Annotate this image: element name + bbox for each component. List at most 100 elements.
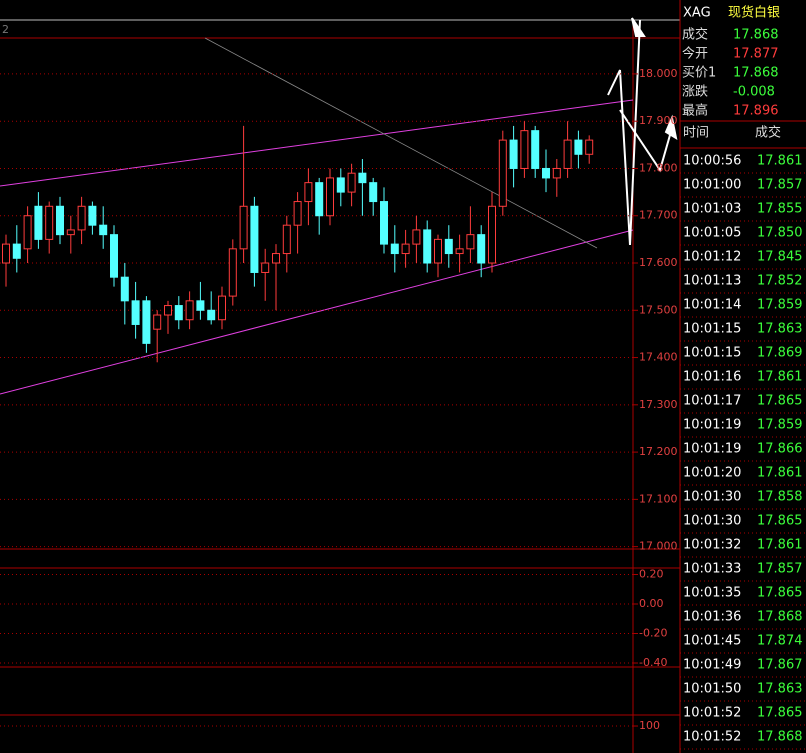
candle-body: [401, 243, 410, 255]
tick-time: 10:01:32: [683, 538, 741, 553]
tick-price: 17.852: [757, 274, 803, 289]
tick-time: 10:01:16: [683, 370, 741, 385]
candle-body: [315, 182, 324, 217]
candle-body: [466, 234, 475, 250]
candle-body: [34, 205, 43, 240]
tick-price: 17.861: [757, 466, 803, 481]
candle-body: [120, 276, 129, 302]
tick-price: 17.850: [757, 226, 803, 241]
tick-time: 10:01:49: [683, 658, 741, 673]
tick-price: 17.869: [757, 346, 803, 361]
tick-price: 17.874: [757, 634, 803, 649]
candle-body: [282, 224, 291, 255]
tick-time: 10:01:03: [683, 202, 741, 217]
candle-body: [531, 130, 540, 169]
candle-body: [77, 205, 86, 231]
tick-price: 17.857: [757, 178, 803, 193]
tick-price: 17.861: [757, 538, 803, 553]
tick-time: 10:01:36: [683, 610, 741, 625]
tick-price: 17.865: [757, 514, 803, 529]
tick-price: 17.868: [757, 730, 803, 745]
candle-body: [336, 177, 345, 193]
candle-body: [423, 229, 432, 264]
tick-time: 10:01:30: [683, 514, 741, 529]
candle-body: [488, 205, 496, 264]
candle-body: [99, 224, 108, 236]
candle-body: [261, 262, 270, 273]
tick-time: 10:01:15: [683, 346, 741, 361]
y-tick-label: 100: [639, 719, 660, 732]
tick-time: 10:01:45: [683, 634, 741, 649]
candle-body: [574, 139, 583, 155]
tick-time: 10:00:56: [683, 154, 741, 169]
tick-time: 10:01:30: [683, 490, 741, 505]
candle-body: [520, 130, 529, 169]
quote-value: 17.868: [733, 28, 779, 43]
tick-price: 17.866: [757, 442, 803, 457]
candle-body: [207, 309, 216, 321]
tick-price: 17.859: [757, 418, 803, 433]
candle-body: [552, 167, 561, 179]
quote-label: 成交: [682, 27, 708, 43]
y-tick-label: 17.200: [639, 445, 678, 458]
y-tick-label: 17.300: [639, 398, 678, 411]
tick-time: 10:01:50: [683, 682, 741, 697]
y-tick-label: -0.40: [639, 656, 667, 669]
candle-body: [110, 234, 118, 278]
y-tick-label: 17.800: [639, 161, 678, 174]
candle-body: [218, 295, 226, 321]
candle-body: [369, 182, 378, 203]
candle-body: [498, 139, 507, 207]
annotation-arrows: [607, 17, 678, 246]
candle-body: [585, 139, 594, 155]
tick-price: 17.868: [757, 610, 803, 625]
quote-label: 今开: [682, 46, 708, 62]
candle-body: [326, 177, 334, 217]
candle-body: [185, 300, 194, 321]
tick-time: 10:01:52: [683, 730, 741, 745]
candle-body: [131, 300, 140, 325]
table-header: 成交: [755, 125, 781, 141]
quote-label: 涨跌: [682, 84, 708, 100]
candle-body: [477, 234, 486, 264]
symbol: XAG: [683, 6, 711, 21]
candle-body: [12, 243, 21, 259]
candle-body: [250, 205, 259, 273]
candle-body: [434, 238, 442, 264]
tick-price: 17.861: [757, 154, 803, 169]
quote-label: 最高: [682, 103, 708, 119]
quote-label: 买价1: [682, 66, 716, 81]
candle-body: [304, 182, 313, 203]
channel-line: [0, 229, 634, 395]
tick-price: 17.865: [757, 394, 803, 409]
candle-body: [66, 229, 75, 236]
instrument-name: 现货白银: [728, 5, 780, 21]
candle-body: [347, 172, 356, 193]
candle-body: [563, 139, 572, 169]
tick-price: 17.865: [757, 586, 803, 601]
candle-body: [2, 243, 10, 264]
tick-price: 17.861: [757, 370, 803, 385]
candle-body: [228, 248, 237, 297]
tick-time: 10:01:17: [683, 394, 741, 409]
quote-value: -0.008: [733, 85, 775, 100]
tick-time: 10:01:20: [683, 466, 741, 481]
y-tick-label: 17.100: [639, 492, 678, 505]
tick-time: 10:01:00: [683, 178, 741, 193]
y-tick-label: 17.900: [639, 114, 678, 127]
tick-price: 17.845: [757, 250, 803, 265]
tick-time: 10:01:14: [683, 298, 741, 313]
candle-body: [142, 300, 151, 344]
ma-line: [204, 37, 598, 249]
candle-body: [239, 205, 248, 250]
tick-time: 10:01:15: [683, 322, 741, 337]
y-tick-label: 17.700: [639, 209, 678, 222]
y-tick-label: 18.000: [639, 67, 678, 80]
candle-body: [23, 215, 32, 250]
tick-price: 17.863: [757, 322, 803, 337]
y-tick-label: 17.500: [639, 303, 678, 316]
candle-body: [56, 205, 64, 236]
